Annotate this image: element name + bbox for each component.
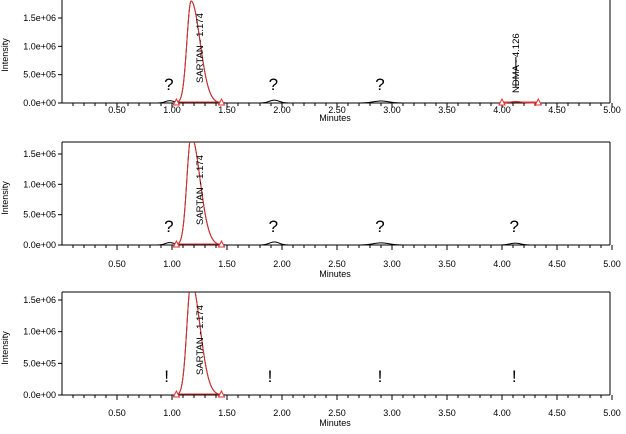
unknown-peak-marker: ?	[269, 217, 278, 236]
x-tick-label: 4.50	[548, 105, 566, 115]
unknown-peak-marker: ?	[509, 217, 518, 236]
x-tick-label: 3.00	[383, 259, 401, 269]
x-tick-label: 1.00	[163, 259, 181, 269]
x-axis-title: Minutes	[319, 269, 351, 279]
y-axis-title: Intensity	[0, 181, 10, 215]
integration-marker	[217, 389, 226, 398]
alert-marker: !	[512, 367, 517, 386]
y-tick-label: 1.5e+06	[23, 13, 56, 23]
integration-marker	[172, 97, 181, 106]
integration-marker	[217, 239, 226, 248]
alert-marker: !	[268, 367, 273, 386]
y-tick-label: 5.0e+05	[23, 70, 56, 80]
integrated-peak-trace	[176, 292, 222, 396]
x-tick-label: 4.00	[493, 408, 511, 418]
peak-label: SARTAN - 1.174	[195, 13, 206, 83]
y-tick-label: 0.0e+00	[23, 390, 56, 400]
x-tick-label: 1.00	[163, 105, 181, 115]
y-tick-label: 5.0e+05	[23, 358, 56, 368]
integration-marker	[498, 97, 506, 106]
alert-marker: !	[378, 367, 383, 386]
x-tick-label: 2.50	[328, 105, 346, 115]
x-tick-label: 2.00	[273, 105, 291, 115]
x-tick-label: 4.00	[493, 259, 511, 269]
y-tick-label: 1.5e+06	[23, 149, 56, 159]
y-tick-label: 0.0e+00	[23, 240, 56, 250]
chart-panel-3: 0.0e+00 5.0e+05 1.0e+06 1.5e+06 0.50 1.00 1.50…	[0, 291, 621, 428]
chart-panel-1: 0.0e+00 5.0e+05 1.0e+06 1.5e+06 0.50 1.00 1.50…	[0, 0, 621, 123]
unknown-peak-marker: ?	[269, 75, 278, 94]
integration-marker	[534, 97, 543, 106]
x-tick-label: 3.50	[438, 408, 456, 418]
x-tick-label: 3.00	[383, 408, 401, 418]
integrated-peak-trace	[176, 0, 222, 104]
y-tick-label: 0.0e+00	[23, 98, 56, 108]
unknown-peak-marker: ?	[375, 217, 384, 236]
x-tick-label: 0.50	[108, 408, 126, 418]
integration-marker	[217, 97, 226, 106]
x-tick-label: 0.50	[108, 259, 126, 269]
peak-label: SARTAN - 1.174	[195, 155, 206, 225]
x-tick-label: 2.00	[273, 259, 291, 269]
y-tick-label: 1.0e+06	[23, 41, 56, 51]
x-tick-label: 5.00	[603, 259, 621, 269]
chromatogram-trace	[62, 0, 610, 104]
unknown-peak-marker: ?	[375, 75, 384, 94]
peak-label: SARTAN - 1.174	[195, 305, 206, 375]
x-tick-label: 4.50	[548, 259, 566, 269]
y-tick-label: 1.5e+06	[23, 295, 56, 305]
y-tick-label: 1.0e+06	[23, 327, 56, 337]
chart-panel-2: 0.0e+00 5.0e+05 1.0e+06 1.5e+06 0.50 1.00 1.50…	[0, 141, 621, 279]
x-tick-label: 4.50	[548, 408, 566, 418]
x-tick-label: 5.00	[603, 105, 621, 115]
unknown-peak-marker: ?	[164, 75, 173, 94]
chromatogram-trace	[62, 292, 610, 396]
x-tick-label: 2.50	[328, 408, 346, 418]
x-tick-label: 1.50	[218, 408, 236, 418]
alert-marker: !	[164, 367, 169, 386]
x-tick-label: 4.00	[493, 105, 511, 115]
chromatogram-trace	[62, 142, 610, 246]
x-tick-label: 1.00	[163, 408, 181, 418]
peak-label: NDMA - 4.126	[511, 33, 522, 93]
x-tick-label: 5.00	[603, 408, 621, 418]
x-tick-label: 1.50	[218, 105, 236, 115]
unknown-peak-marker: ?	[164, 217, 173, 236]
x-tick-label: 0.50	[108, 105, 126, 115]
y-tick-label: 1.0e+06	[23, 179, 56, 189]
y-tick-label: 5.0e+05	[23, 210, 56, 220]
integrated-peak-trace	[176, 142, 222, 246]
x-tick-label: 2.00	[273, 408, 291, 418]
x-axis-title: Minutes	[319, 418, 351, 428]
x-tick-label: 3.50	[438, 105, 456, 115]
x-tick-label: 3.50	[438, 259, 456, 269]
y-axis-title: Intensity	[0, 331, 10, 365]
x-axis-title: Minutes	[319, 113, 351, 123]
x-tick-label: 3.00	[383, 105, 401, 115]
x-tick-label: 1.50	[218, 259, 236, 269]
y-axis-title: Intensity	[0, 38, 10, 72]
integration-marker	[172, 239, 181, 248]
x-tick-label: 2.50	[328, 259, 346, 269]
integration-marker	[172, 389, 181, 398]
